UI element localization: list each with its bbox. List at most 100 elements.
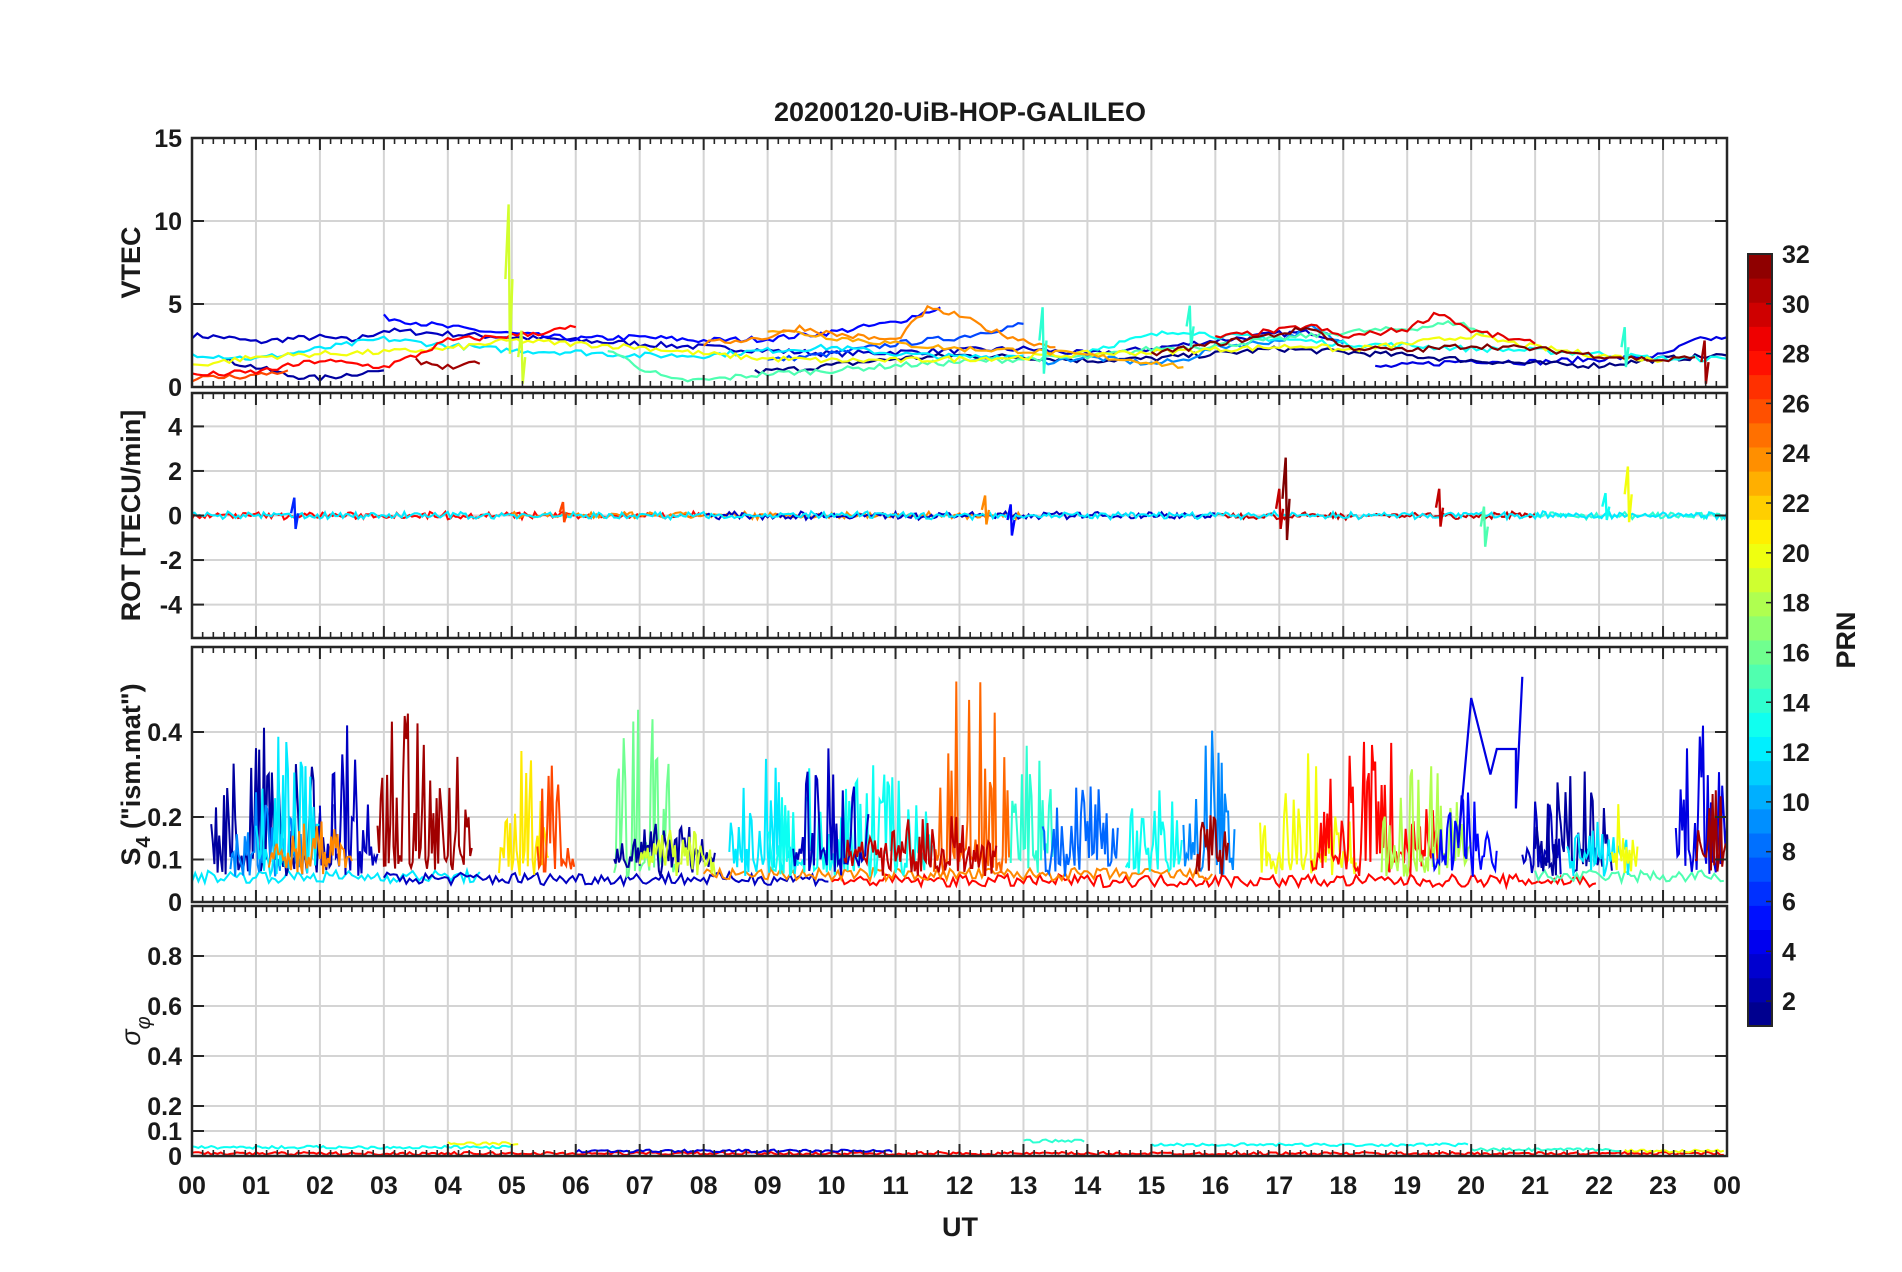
x-tick-label: 04: [434, 1172, 462, 1200]
series-line-prn28: [191, 324, 577, 377]
colorbar-swatch: [1748, 326, 1772, 351]
x-tick-label: 01: [242, 1172, 270, 1200]
y-tick-label: 0.1: [147, 1118, 182, 1146]
x-tick-label: 06: [562, 1172, 590, 1200]
colorbar-tick-label: 22: [1782, 490, 1810, 518]
y-axis-label: ROT [TECU/min]: [116, 410, 146, 621]
series-line-prn13: [1150, 1142, 1469, 1148]
y-tick-label: 15: [154, 125, 182, 153]
series-line-prn26: [536, 765, 576, 873]
colorbar-tick-label: 8: [1782, 839, 1796, 867]
y-tick-label: 0: [168, 1143, 182, 1171]
y-tick-label: 0.1: [147, 847, 182, 875]
y-tick-label: 0.2: [147, 1093, 182, 1121]
colorbar-frame: [1747, 253, 1773, 1027]
y-tick-label: 0: [168, 374, 182, 402]
colorbar-swatch: [1748, 929, 1772, 955]
colorbar-swatch: [1748, 278, 1772, 303]
spike-prn32: [1281, 457, 1291, 541]
series-line-prn24: [702, 304, 1056, 349]
spike-prn31: [1700, 340, 1710, 384]
y-tick-label: 0.2: [147, 804, 182, 832]
panel-s4: 0 0.1 0.2 0.4S4 ("ism.mat"): [116, 645, 1729, 917]
series-line-prn12: [191, 509, 1728, 522]
series-line-prn3: [383, 870, 829, 888]
series-line-prn31: [376, 713, 473, 871]
x-tick-label: 07: [626, 1172, 654, 1200]
spike-prn14: [1185, 305, 1195, 348]
x-tick-label: 11: [882, 1172, 909, 1200]
x-tick-label: 09: [754, 1172, 782, 1200]
colorbar-tick-label: 2: [1782, 988, 1796, 1016]
series-line-prn23: [767, 329, 1184, 370]
x-tick-label: 22: [1585, 1172, 1613, 1200]
colorbar-swatch: [1748, 519, 1772, 544]
y-axis-label: VTEC: [116, 226, 146, 298]
colorbar-swatch: [1748, 567, 1772, 593]
colorbar-swatch: [1748, 953, 1772, 979]
y-tick-label: 2: [168, 458, 182, 486]
series-line-prn5: [383, 306, 941, 344]
series-line-prn7: [767, 322, 1024, 362]
series-line-prn12: [191, 335, 1024, 361]
colorbar-swatch: [1748, 1001, 1772, 1027]
spike-prn19: [504, 204, 514, 354]
colorbar-swatch: [1748, 977, 1772, 1003]
colorbar-tick-label: 26: [1782, 390, 1810, 418]
series-line-prn8: [1041, 786, 1119, 877]
series-line-prn3: [792, 748, 870, 876]
y-tick-label: -4: [160, 592, 182, 620]
spike-prn14: [1620, 327, 1630, 368]
panel-data: [191, 204, 1728, 384]
colorbar-swatch: [1748, 784, 1772, 810]
colorbar-swatch: [1748, 398, 1772, 424]
colorbar-swatch: [1748, 543, 1772, 569]
spike-prn30: [1274, 488, 1285, 530]
colorbar-tick-label: 28: [1782, 341, 1810, 369]
colorbar-tick-label: 20: [1782, 540, 1810, 568]
series-line-prn21: [498, 750, 549, 876]
panel-vtec: 0 5 10 15 VTEC: [116, 125, 1729, 402]
spike-prn19: [517, 330, 527, 384]
colorbar-swatch: [1748, 422, 1772, 448]
series-line-prn24: [702, 865, 1213, 884]
colorbar-swatch: [1748, 254, 1772, 279]
spike-prn20: [1623, 466, 1633, 523]
x-tick-label: 15: [1137, 1172, 1165, 1200]
spike-prn6: [289, 497, 300, 530]
series-line-prn19: [638, 829, 716, 877]
series-line-prn31: [1195, 815, 1230, 876]
y-tick-label: 5: [168, 291, 182, 319]
colorbar-tick-label: 10: [1782, 789, 1810, 817]
y-tick-label: 0: [168, 889, 182, 917]
colorbar-swatch: [1748, 615, 1772, 641]
series-line-prn31: [1694, 790, 1728, 872]
colorbar-swatch: [1748, 905, 1772, 930]
colorbar-swatch: [1748, 808, 1772, 834]
colorbar-tick-label: 12: [1782, 739, 1810, 767]
x-tick-label: 19: [1393, 1172, 1421, 1200]
series-line-prn14: [1009, 745, 1055, 873]
colorbar-swatch: [1748, 447, 1772, 472]
y-tick-label: 0.6: [147, 993, 182, 1021]
series-line-prn4: [1457, 676, 1524, 843]
x-tick-label: 23: [1649, 1172, 1677, 1200]
panel-frame: [190, 645, 1729, 904]
series-line-prn28: [831, 871, 1597, 891]
panel-data: [191, 676, 1728, 891]
y-axis-label: σφ: [116, 1016, 155, 1045]
y-tick-label: 0: [168, 503, 182, 531]
colorbar-swatch: [1748, 736, 1772, 762]
colorbar-swatch: [1748, 760, 1772, 786]
series-line-prn12: [255, 736, 320, 879]
x-tick-label: 00: [178, 1172, 206, 1200]
x-tick-label: 17: [1265, 1172, 1293, 1200]
x-tick-label: 03: [370, 1172, 398, 1200]
y-axis-label: S4 ("ism.mat"): [116, 683, 155, 865]
x-axis-label: UT: [942, 1212, 978, 1242]
y-tick-label: 0.8: [147, 943, 182, 971]
x-tick-label: 20: [1457, 1172, 1485, 1200]
